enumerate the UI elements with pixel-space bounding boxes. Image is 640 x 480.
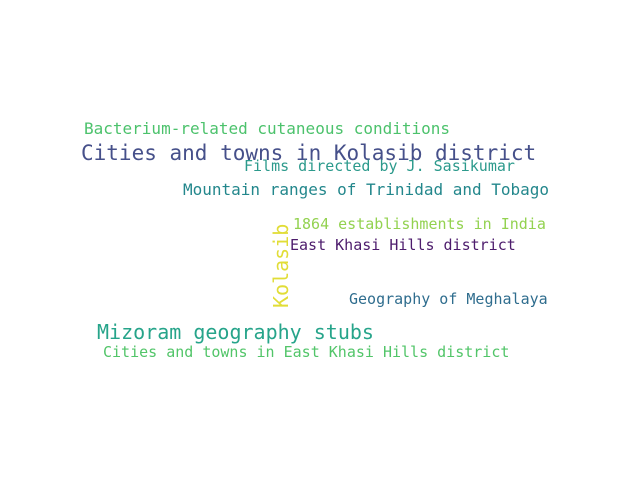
word-east-khasi-hills: East Khasi Hills district (290, 236, 516, 254)
word-mizoram-stubs: Mizoram geography stubs (97, 320, 374, 344)
word-1864-establishments: 1864 establishments in India (293, 215, 546, 233)
word-geography-meghalaya: Geography of Meghalaya (349, 290, 548, 308)
word-bacterium-conditions: Bacterium-related cutaneous conditions (84, 119, 451, 138)
word-khasi-cities: Cities and towns in East Khasi Hills dis… (103, 343, 510, 361)
word-kolasib: Kolasib (269, 223, 293, 308)
word-films-sasikumar: Films directed by J. Sasikumar (244, 157, 515, 175)
word-kolasib-cities: Cities and towns in Kolasib district (81, 141, 537, 165)
word-mountain-ranges: Mountain ranges of Trinidad and Tobago (183, 180, 550, 199)
